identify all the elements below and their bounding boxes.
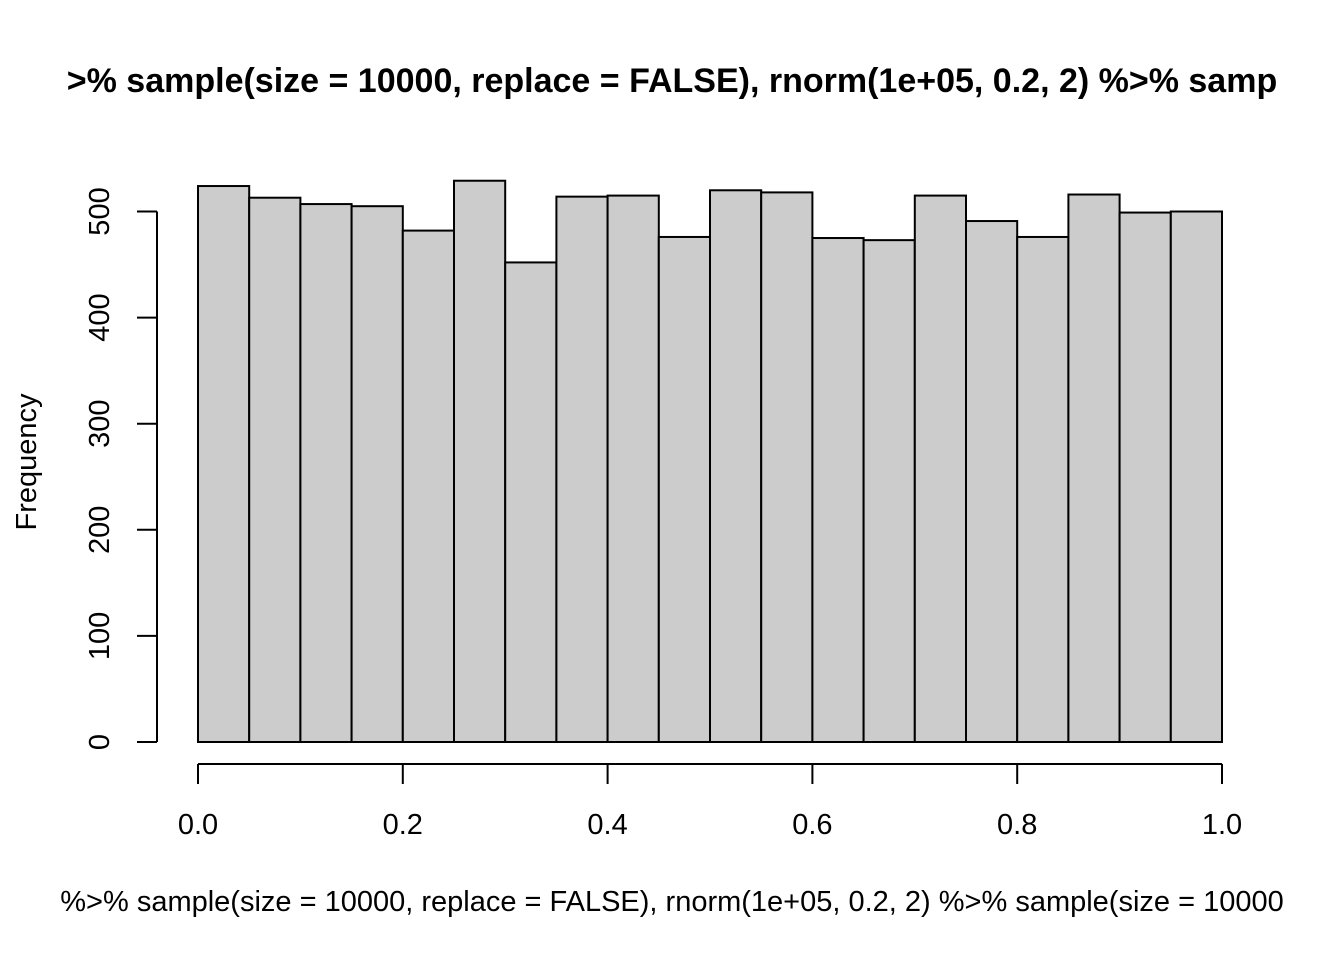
histogram-bar xyxy=(401,229,455,744)
x-axis-label: %>% sample(size = 10000, replace = FALSE… xyxy=(60,886,1283,918)
histogram-bar xyxy=(350,205,404,743)
y-tick-label: 100 xyxy=(84,612,116,660)
histogram-bar xyxy=(657,235,711,744)
x-tick-label: 0.4 xyxy=(587,809,627,841)
histogram-bar xyxy=(1118,211,1172,744)
histogram-bar xyxy=(248,196,302,744)
y-tick-label: 400 xyxy=(84,293,116,341)
histogram-bar xyxy=(1169,210,1224,743)
histogram-bar xyxy=(504,261,558,743)
histogram-bar xyxy=(299,203,353,743)
y-tick-label: 300 xyxy=(84,400,116,448)
histogram-bar xyxy=(555,195,609,743)
histogram-bar xyxy=(760,191,814,744)
histogram-bar xyxy=(913,194,967,743)
histogram-bar xyxy=(1067,193,1121,744)
histogram-bar xyxy=(709,189,763,743)
histogram-bar xyxy=(1016,235,1070,744)
histogram-bar xyxy=(197,185,251,743)
chart-title: >% sample(size = 10000, replace = FALSE)… xyxy=(67,62,1277,100)
x-tick-label: 0.8 xyxy=(997,809,1037,841)
x-tick-label: 1.0 xyxy=(1202,809,1242,841)
histogram-bar xyxy=(453,179,507,743)
histogram-bar xyxy=(862,239,916,743)
histogram-bars xyxy=(197,179,1224,744)
histogram-bar xyxy=(811,237,865,743)
y-axis: 0 100 200 300 400 500 xyxy=(84,187,158,750)
y-axis-label: Frequency xyxy=(11,393,43,531)
x-axis: 0.0 0.2 0.4 0.6 0.8 1.0 xyxy=(178,763,1242,841)
histogram-bar xyxy=(606,194,660,743)
y-tick-label: 200 xyxy=(84,506,116,554)
y-tick-label: 0 xyxy=(84,734,116,750)
x-tick-label: 0.0 xyxy=(178,809,218,841)
y-tick-label: 500 xyxy=(84,187,116,235)
x-tick-label: 0.2 xyxy=(383,809,423,841)
x-tick-label: 0.6 xyxy=(792,809,832,841)
histogram-bar xyxy=(965,220,1019,743)
